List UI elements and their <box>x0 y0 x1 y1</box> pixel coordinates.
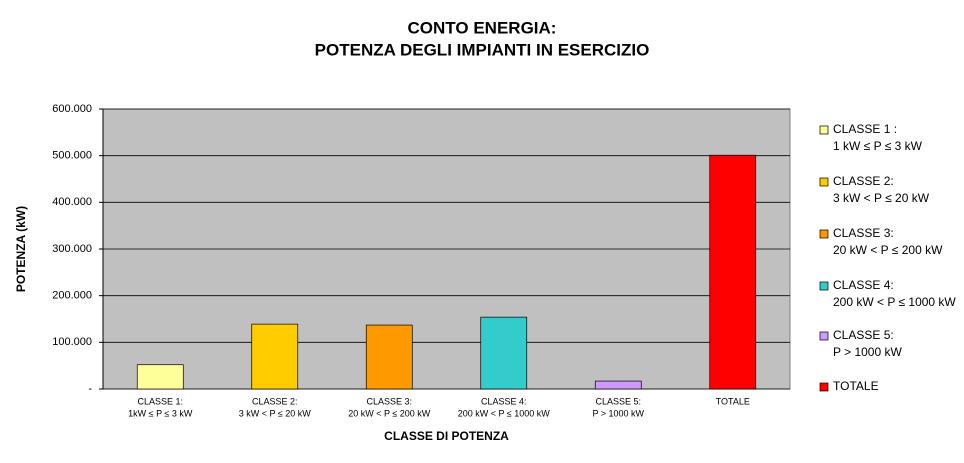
legend-swatch <box>819 281 829 291</box>
y-tick-label: 200.000 <box>52 290 92 302</box>
x-tick-label: CLASSE 5: <box>595 396 641 406</box>
bar <box>480 316 528 390</box>
y-tick-label: 300.000 <box>52 243 92 255</box>
legend-label: CLASSE 2: <box>833 174 894 188</box>
x-tick-label: TOTALE <box>716 396 750 406</box>
legend-label: CLASSE 4: <box>833 278 894 292</box>
legend-swatch <box>819 177 829 187</box>
x-tick-label: CLASSE 2: <box>252 396 298 406</box>
y-tick-label: - <box>88 383 92 395</box>
legend-swatch <box>819 331 829 341</box>
chart-title: CONTO ENERGIA: <box>408 18 557 37</box>
y-tick-label: 100.000 <box>52 336 92 348</box>
x-axis-title: CLASSE DI POTENZA <box>384 429 509 443</box>
bar <box>709 154 757 390</box>
legend-swatch <box>819 382 829 392</box>
legend-label: 3 kW < P ≤ 20 kW <box>833 191 930 205</box>
legend-label: 200 kW < P ≤ 1000 kW <box>833 295 956 309</box>
chart-title: POTENZA DEGLI IMPIANTI IN ESERCIZIO <box>315 40 650 59</box>
x-tick-label: 20 kW < P ≤ 200 kW <box>348 408 431 418</box>
legend-label: 1 kW ≤ P ≤ 3 kW <box>833 139 923 153</box>
legend-label: P > 1000 kW <box>833 345 902 359</box>
legend-swatch <box>819 229 829 239</box>
bar <box>136 364 184 390</box>
y-tick-label: 600.000 <box>52 103 92 115</box>
legend-swatch <box>819 125 829 135</box>
y-axis-title: POTENZA (kW) <box>14 206 28 292</box>
bar <box>251 323 299 390</box>
y-tick-label: 400.000 <box>52 196 92 208</box>
x-tick-label: P > 1000 kW <box>592 408 644 418</box>
legend-label: CLASSE 1 : <box>833 122 897 136</box>
x-tick-label: 200 kW < P ≤ 1000 kW <box>458 408 551 418</box>
x-tick-label: CLASSE 1: <box>137 396 183 406</box>
legend-label: CLASSE 5: <box>833 328 894 342</box>
legend-label: 20 kW < P ≤ 200 kW <box>833 243 943 257</box>
x-tick-label: 1kW ≤ P ≤ 3 kW <box>128 408 193 418</box>
legend-label: CLASSE 3: <box>833 226 894 240</box>
x-tick-label: CLASSE 3: <box>366 396 412 406</box>
x-tick-label: 3 kW < P ≤ 20 kW <box>239 408 312 418</box>
legend-label: TOTALE <box>833 379 879 393</box>
x-tick-label: CLASSE 4: <box>481 396 527 406</box>
bar <box>365 324 413 390</box>
y-tick-label: 500.000 <box>52 150 92 162</box>
bar <box>594 380 642 390</box>
